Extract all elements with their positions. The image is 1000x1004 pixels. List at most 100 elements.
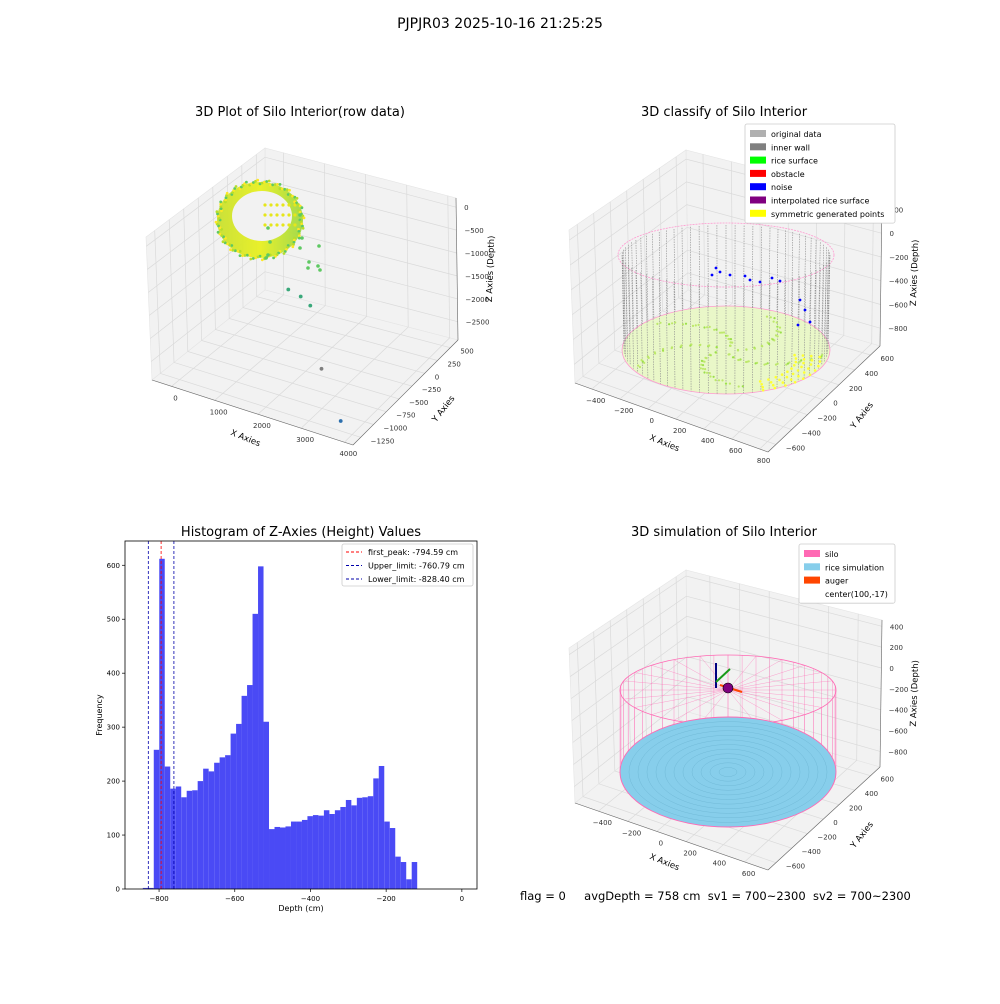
classify-rice-point-136: [768, 343, 770, 345]
y-tick-label-4: 200: [849, 385, 862, 393]
classify-symmetric-point-7: [819, 360, 822, 363]
x-tick-label-5: 600: [729, 447, 742, 455]
raw-inner-point-2: [275, 203, 278, 206]
classify-symmetric-point-12: [793, 364, 796, 367]
y-tick-label-2: −200: [817, 415, 836, 423]
classify-rice-point-101: [699, 344, 701, 346]
classify-noise-point-11: [797, 324, 800, 327]
classify-rice-point-65: [770, 316, 772, 318]
histogram-bar-28: [296, 822, 301, 889]
raw-sparse-point-11: [316, 264, 320, 268]
y-tick-label-4: −250: [422, 386, 441, 394]
x-tick-label-4: 4000: [339, 450, 357, 458]
histogram-bar-10: [198, 781, 203, 889]
classify-legend-swatch-1: [750, 143, 766, 150]
raw-point-69: [219, 201, 222, 204]
raw-point-43: [232, 249, 235, 252]
simulation-legend-swatch-0: [804, 550, 820, 557]
classify-rice-point-138: [709, 326, 711, 328]
z-axis-label: Z Axies (Depth): [485, 235, 497, 302]
classify-rice-point-102: [761, 345, 763, 347]
z-axis-label: Z Axies (Depth): [909, 239, 921, 306]
x-tick-label-5: 600: [742, 870, 755, 878]
raw-sparse-point-5: [300, 236, 304, 240]
z-tick-label-1: −600: [888, 728, 907, 736]
classify-rice-point-114: [681, 344, 683, 346]
raw-inner-point-16: [287, 223, 290, 226]
classify-rice-point-43: [639, 366, 641, 368]
classify-rice-point-89: [745, 349, 747, 351]
histogram-bar-29: [302, 820, 307, 889]
classify-rice-point-126: [763, 364, 765, 366]
x-tick-label-1: −200: [622, 829, 641, 837]
classify-legend-swatch-0: [750, 130, 766, 137]
x-axis-label: X Axies: [229, 428, 262, 449]
panel-title: 3D Plot of Silo Interior(row data): [195, 105, 405, 120]
raw-point-109: [296, 197, 299, 200]
classify-symmetric-point-13: [800, 366, 803, 369]
raw-point-99: [279, 183, 282, 186]
panel-raw-data: 01000200030004000−1250−1000−750−500−2500…: [146, 105, 497, 458]
histogram-bar-6: [176, 786, 181, 889]
classify-rice-point-90: [704, 357, 706, 359]
classify-rice-point-125: [723, 331, 725, 333]
raw-point-89: [256, 179, 259, 182]
raw-point-103: [286, 188, 289, 191]
simulation-legend-label-2: auger: [825, 577, 849, 586]
histogram-y-axis-label: Frequency: [95, 694, 104, 736]
raw-sparse-point-8: [307, 260, 311, 264]
classify-legend-swatch-5: [750, 197, 766, 204]
x-axis-label: X Axies: [648, 433, 681, 454]
classify-rice-point-121: [728, 353, 730, 355]
z-tick-label-2: −400: [889, 707, 908, 715]
classify-rice-point-73: [778, 331, 780, 333]
classify-symmetric-point-15: [814, 369, 817, 372]
x-tick-label-4: 400: [701, 437, 714, 445]
classify-noise-point-0: [715, 267, 718, 270]
classify-rice-point-104: [715, 329, 717, 331]
classify-noise-point-10: [804, 309, 807, 312]
classify-rice-point-82: [702, 368, 704, 370]
classify-rice-point-135: [690, 343, 692, 345]
classify-rice-point-123: [754, 348, 756, 350]
raw-inner-point-8: [275, 213, 278, 216]
raw-sparse-point-6: [298, 246, 302, 250]
raw-inner-point-13: [269, 223, 272, 226]
classify-rice-point-118: [797, 362, 799, 364]
histogram-bar-2: [154, 750, 159, 889]
histogram-bar-48: [406, 879, 411, 889]
classify-symmetric-point-19: [809, 374, 812, 377]
classify-rice-point-40: [713, 376, 715, 378]
x-axis-label: X Axies: [648, 852, 681, 873]
raw-inner-point-6: [263, 213, 266, 216]
histogram-y-tick-label-6: 600: [107, 562, 120, 570]
raw-inner-point-15: [281, 223, 284, 226]
histogram-bar-3: [159, 559, 164, 889]
histogram-bar-22: [264, 722, 269, 889]
histogram-bar-44: [384, 822, 389, 889]
histogram-bar-11: [203, 769, 208, 889]
raw-sparse-point-7: [317, 244, 321, 248]
classify-rice-point-103: [700, 364, 702, 366]
classify-rice-point-95: [709, 375, 711, 377]
classify-rice-point-85: [647, 356, 649, 358]
raw-point-119: [303, 217, 306, 220]
figure-title: PJPJR03 2025-10-16 21:25:25: [0, 16, 1000, 32]
histogram-bar-46: [395, 857, 400, 889]
classify-rice-point-112: [730, 338, 732, 340]
raw-inner-point-5: [293, 203, 296, 206]
z-tick-label-4: 0: [889, 665, 893, 673]
classify-rice-point-109: [659, 322, 661, 324]
panel-title: 3D simulation of Silo Interior: [631, 525, 818, 540]
z-tick-label-0: −2500: [466, 319, 490, 327]
raw-point-33: [252, 257, 255, 260]
x-tick-label-3: 200: [683, 850, 696, 858]
histogram-bar-36: [340, 807, 345, 889]
y-tick-label-6: 600: [881, 355, 894, 363]
histogram-bar-23: [269, 829, 274, 889]
classify-rice-point-94: [777, 335, 779, 337]
raw-point-97: [274, 183, 277, 186]
raw-sparse-point-3: [264, 256, 268, 260]
